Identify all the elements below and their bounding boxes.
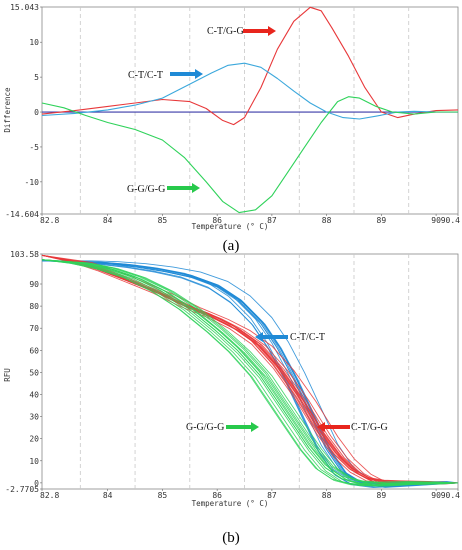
x-tick-label: 89 (377, 491, 387, 500)
annotation-label: C-T/G-G (207, 26, 244, 37)
series-line-c-t-c-t (41, 62, 458, 120)
y-tick-label: -10 (25, 178, 40, 187)
x-tick-label: 89 (377, 216, 387, 225)
x-tick-label: 87 (267, 491, 277, 500)
x-tick-label: 85 (158, 491, 168, 500)
annotation-arrow (243, 29, 269, 33)
x-tick-label: 86 (212, 491, 222, 500)
series-line-g-g-g-g (41, 259, 459, 485)
y-tick-label: 50 (29, 368, 39, 377)
x-tick-label: 85 (158, 216, 168, 225)
annotation-label: G-G/G-G (186, 422, 224, 433)
annotation-arrowhead (192, 183, 200, 193)
panel-b-x-axis-label: Temperature (° C) (192, 499, 269, 508)
y-tick-label: 90 (29, 280, 39, 289)
annotation-label: C-T/G-G (351, 422, 388, 433)
x-tick-label: 88 (322, 491, 332, 500)
panel-a-caption: (a) (223, 238, 240, 254)
x-tick-label: 88 (322, 216, 332, 225)
y-tick-label: -2.7705 (5, 485, 39, 494)
series-line-g-g-g-g (41, 96, 458, 214)
y-tick-label: -5 (29, 143, 39, 152)
y-tick-label: 80 (29, 302, 39, 311)
annotation-label: G-G/G-G (127, 184, 165, 195)
annotation-arrow (167, 186, 193, 190)
series-line-g-g-g-g (41, 259, 459, 487)
y-tick-label: 5 (34, 73, 39, 82)
panel-b-caption: (b) (222, 530, 240, 546)
x-tick-label: 90 (431, 216, 441, 225)
annotation-arrowhead (317, 422, 325, 432)
y-tick-label: 20 (29, 435, 39, 444)
series-line-g-g-g-g (41, 259, 459, 485)
y-tick-label: 30 (29, 413, 39, 422)
y-tick-label: 0 (34, 479, 39, 488)
panel-a-x-axis-label: Temperature (° C) (192, 222, 269, 231)
x-tick-label: 82.8 (40, 216, 59, 225)
y-tick-label: 103.58 (10, 250, 39, 259)
x-tick-label: 87 (267, 216, 277, 225)
annotation-label: C-T/C-T (290, 332, 325, 343)
y-tick-label: 10 (29, 457, 39, 466)
y-tick-label: -14.604 (5, 210, 39, 219)
x-tick-label: 84 (103, 491, 113, 500)
x-tick-label: 84 (103, 216, 113, 225)
x-tick-label: 90.4 (441, 491, 460, 500)
panel-b-y-axis-label: RFU (3, 368, 12, 382)
x-tick-label: 82.8 (40, 491, 59, 500)
y-tick-label: 60 (29, 346, 39, 355)
annotation-arrowhead (255, 332, 263, 342)
annotation-arrowhead (195, 69, 203, 79)
panel-a-chart: (a) Temperature (° C) Difference 82.8 84 8… (3, 3, 460, 254)
y-tick-label: 10 (29, 38, 39, 47)
panel-a-y-axis-label: Difference (3, 87, 12, 133)
y-tick-label: 15.043 (10, 3, 39, 12)
annotation-label: C-T/C-T (128, 70, 163, 81)
x-tick-label: 86 (212, 216, 222, 225)
annotation-arrow (226, 425, 252, 429)
annotation-arrow (324, 425, 350, 429)
x-tick-label: 90.4 (441, 216, 460, 225)
annotation-arrow (170, 72, 196, 76)
annotation-arrowhead (251, 422, 259, 432)
y-tick-label: 40 (29, 390, 39, 399)
x-tick-label: 90 (431, 491, 441, 500)
y-tick-label: 0 (34, 108, 39, 117)
y-tick-label: 70 (29, 324, 39, 333)
series-line-g-g-g-g (41, 259, 459, 484)
annotation-arrow (262, 335, 288, 339)
annotation-arrowhead (268, 26, 276, 36)
panel-b-chart: (b) Temperature (° C) RFU 82.8 84 85 86 87 88… (3, 250, 460, 546)
